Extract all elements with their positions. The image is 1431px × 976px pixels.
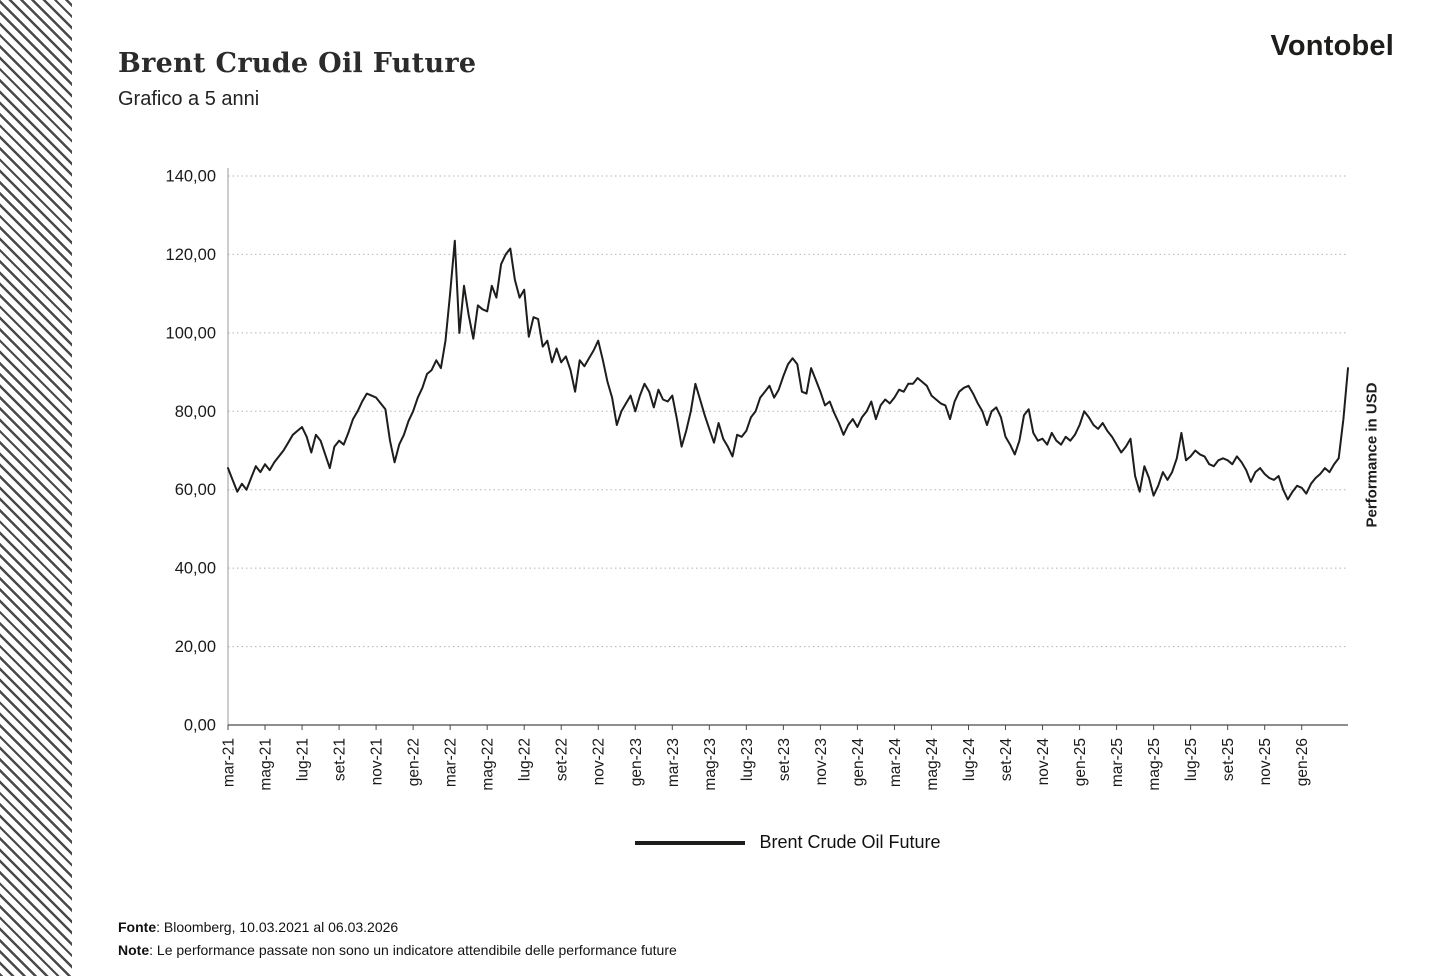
- price-series-line: [227, 239, 1349, 501]
- x-tick-label: lug-22: [517, 738, 534, 781]
- y-tick-label: 100,00: [166, 324, 216, 342]
- legend-label: Brent Crude Oil Future: [759, 832, 941, 852]
- y-tick-label: 0,00: [184, 717, 216, 735]
- chart-legend: Brent Crude Oil Future: [228, 832, 1348, 853]
- x-tick-label: lug-23: [739, 738, 756, 781]
- x-tick-label: nov-22: [591, 738, 608, 785]
- x-tick-label: mar-22: [443, 738, 460, 787]
- x-tick-label: gen-26: [1294, 738, 1311, 786]
- x-tick-label: set-23: [776, 738, 793, 781]
- page-title: Brent Crude Oil Future: [118, 48, 477, 79]
- source-note: Fonte: Bloomberg, 10.03.2021 al 06.03.20…: [118, 916, 677, 939]
- x-tick-label: mag-24: [924, 738, 941, 791]
- disclaimer-note: Note: Le performance passate non sono un…: [118, 939, 677, 962]
- disclaimer-note-label: Note: [118, 942, 150, 959]
- x-tick-label: mag-21: [258, 738, 275, 791]
- y-tick-label: 20,00: [175, 638, 216, 656]
- x-tick-label: nov-24: [1035, 738, 1052, 786]
- x-tick-label: set-22: [554, 738, 571, 781]
- x-tick-label: gen-25: [1072, 738, 1089, 786]
- x-tick-label: set-21: [332, 738, 349, 781]
- chart-header: Brent Crude Oil Future Grafico a 5 anni: [118, 48, 476, 111]
- x-tick-label: mag-23: [702, 738, 719, 791]
- y-tick-label: 60,00: [175, 481, 216, 499]
- decorative-hatch-band: [0, 0, 72, 976]
- x-tick-label: mar-21: [221, 738, 238, 787]
- x-tick-label: nov-25: [1257, 738, 1274, 785]
- x-tick-label: nov-23: [813, 738, 830, 785]
- x-tick-label: mag-22: [480, 738, 497, 791]
- x-tick-label: gen-22: [406, 738, 423, 786]
- y-tick-label: 120,00: [166, 246, 216, 264]
- source-note-text: : Bloomberg, 10.03.2021 al 06.03.2026: [156, 919, 399, 935]
- y-tick-label: 80,00: [175, 403, 216, 421]
- x-tick-label: mag-25: [1146, 738, 1163, 791]
- x-tick-label: mar-25: [1109, 738, 1126, 787]
- source-note-label: Fonte: [118, 919, 157, 935]
- vontobel-logo: Vontobel: [1270, 30, 1394, 62]
- x-tick-label: lug-24: [961, 738, 978, 781]
- x-tick-label: lug-25: [1183, 738, 1200, 781]
- x-tick-label: gen-23: [628, 738, 645, 786]
- x-tick-label: lug-21: [295, 738, 312, 781]
- disclaimer-note-text: : Le performance passate non sono un ind…: [149, 942, 677, 959]
- x-tick-label: set-25: [1220, 738, 1237, 781]
- x-tick-label: set-24: [998, 738, 1015, 781]
- y-axis-label-right: Performance in USD: [1363, 382, 1381, 528]
- legend-line-sample: [635, 840, 746, 845]
- price-line-chart: 0,00 20,00 40,00 60,00 80,00 100,00 120,00 140,…: [166, 168, 1349, 791]
- x-tick-label: nov-21: [369, 738, 386, 785]
- chart-footnotes: Fonte: Bloomberg, 10.03.2021 al 06.03.20…: [118, 916, 677, 962]
- x-tick-label: mar-23: [665, 738, 682, 787]
- x-tick-label: gen-24: [850, 738, 867, 787]
- y-tick-label: 140,00: [166, 168, 216, 186]
- chart-area: 0,00 20,00 40,00 60,00 80,00 100,00 120,00 140,…: [110, 150, 1380, 820]
- x-tick-label: mar-24: [887, 738, 904, 787]
- page-subtitle: Grafico a 5 anni: [118, 88, 260, 110]
- y-tick-label: 40,00: [175, 560, 216, 578]
